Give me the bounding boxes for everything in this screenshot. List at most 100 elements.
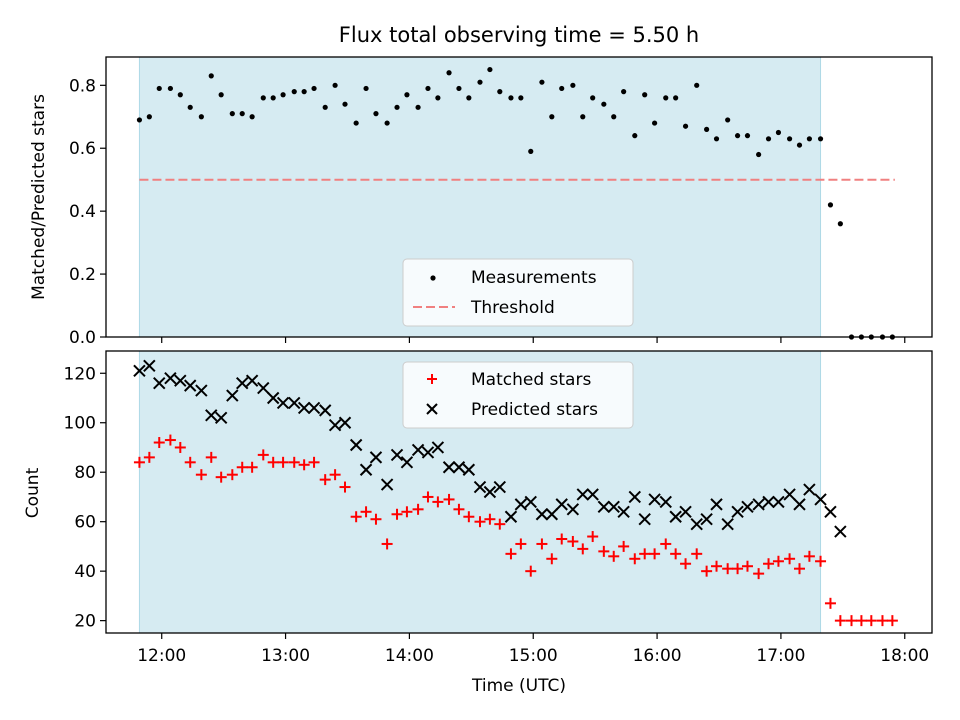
predicted-stars-point (669, 510, 682, 523)
top-legend: Measurements Threshold (402, 258, 634, 327)
measurement-point (239, 111, 245, 117)
matched-stars-point (753, 568, 765, 580)
measurement-point (508, 95, 514, 101)
predicted-stars-point (442, 461, 456, 474)
measurement-point (404, 92, 410, 98)
measurement-point (477, 79, 483, 85)
predicted-stars-point (400, 456, 414, 469)
predicted-stars-point (607, 500, 620, 514)
measurement-point (756, 151, 762, 158)
matched-stars-point (133, 456, 145, 468)
matched-stars-point (432, 496, 444, 508)
predicted-stars-point (679, 505, 692, 518)
predicted-stars-point (617, 505, 630, 518)
measurement-point (373, 111, 379, 117)
measurement-point (301, 89, 307, 95)
predicted-stars-point (164, 372, 177, 385)
matched-stars-point (608, 550, 620, 562)
matched-stars-point (876, 615, 888, 627)
matched-stars-point (267, 456, 279, 468)
predicted-stars-point (814, 493, 827, 506)
predicted-stars-point (236, 376, 249, 390)
matched-stars-point (308, 456, 320, 468)
matched-stars-point (143, 451, 155, 463)
predicted-stars-point (143, 359, 156, 373)
x-tick-label: 17:00 (756, 646, 805, 666)
matched-stars-point (215, 471, 227, 483)
measurement-point (218, 92, 224, 98)
predicted-stars-point (245, 374, 259, 387)
measurement-point (384, 120, 390, 126)
measurement-point (694, 82, 700, 88)
top-y-tick-label: 0.4 (69, 202, 96, 222)
bottom-y-tick-label: 100 (64, 414, 96, 434)
matched-stars-legend-label: Matched stars (471, 370, 591, 390)
matched-stars-point (629, 553, 641, 565)
top-x-ticks (161, 337, 906, 343)
matched-stars-series (133, 434, 898, 627)
measurement-point (642, 92, 648, 98)
predicted-stars-point (576, 488, 589, 501)
matched-stars-point (556, 533, 568, 545)
matched-stars-point (763, 558, 775, 570)
matched-stars-point (701, 565, 713, 577)
predicted-stars-point (276, 396, 290, 410)
matched-stars-point (288, 456, 300, 468)
matched-stars-point (587, 531, 599, 543)
predicted-stars-point (783, 488, 796, 501)
predicted-stars-point (824, 505, 837, 518)
measurement-point (611, 114, 617, 120)
predicted-stars-legend-marker (426, 403, 438, 415)
bottom-y-tick-label: 60 (74, 513, 96, 533)
matched-stars-point (463, 511, 475, 523)
measurement-point (136, 117, 143, 123)
matched-stars-point (246, 461, 258, 473)
measurement-point (280, 92, 286, 98)
measurement-point (146, 114, 152, 120)
top-y-axis-label: Matched/Predicted stars (29, 94, 49, 300)
measurement-point (539, 79, 545, 85)
predicted-stars-point (834, 525, 847, 538)
x-tick-label: 12:00 (137, 646, 186, 666)
matched-stars-point (174, 441, 186, 453)
measurement-point (187, 104, 193, 110)
measurement-point (229, 111, 235, 117)
predicted-stars-point (524, 495, 537, 509)
measurement-point (270, 95, 276, 101)
matched-stars-point (536, 538, 548, 550)
matched-stars-point (567, 535, 579, 547)
measurement-point (559, 85, 565, 92)
measurement-point (435, 95, 441, 101)
measurement-point (322, 104, 328, 110)
matched-stars-point (422, 491, 434, 503)
bottom-y-axis-label: Count (23, 467, 43, 518)
matched-stars-point (722, 563, 734, 575)
measurement-point (590, 95, 596, 101)
matched-stars-point (741, 560, 753, 572)
measurement-point (415, 104, 421, 110)
matched-stars-point (226, 469, 238, 481)
measurement-point (652, 120, 658, 126)
measurement-point (549, 114, 555, 120)
measurement-point (734, 133, 741, 139)
predicted-stars-point (493, 480, 507, 494)
matched-stars-point (401, 506, 413, 518)
predicted-stars-point (648, 493, 661, 506)
predicted-stars-point (328, 419, 342, 432)
matched-stars-point (381, 538, 393, 550)
matched-stars-point (474, 516, 486, 528)
matched-stars-point (443, 493, 455, 505)
predicted-stars-point (762, 495, 775, 509)
measurement-point (786, 136, 793, 142)
measurement-point (456, 85, 462, 92)
matched-stars-point (505, 548, 517, 560)
matched-stars-point (329, 469, 341, 481)
measurement-point (446, 70, 452, 76)
predicted-stars-point (659, 495, 672, 509)
bottom-y-tick-label: 80 (74, 463, 96, 483)
measurement-point (156, 85, 162, 92)
x-axis-label: Time (UTC) (471, 676, 566, 696)
matched-stars-point (339, 481, 351, 493)
bottom-y-ticks: 20 40 60 80 100 120 (64, 364, 106, 632)
